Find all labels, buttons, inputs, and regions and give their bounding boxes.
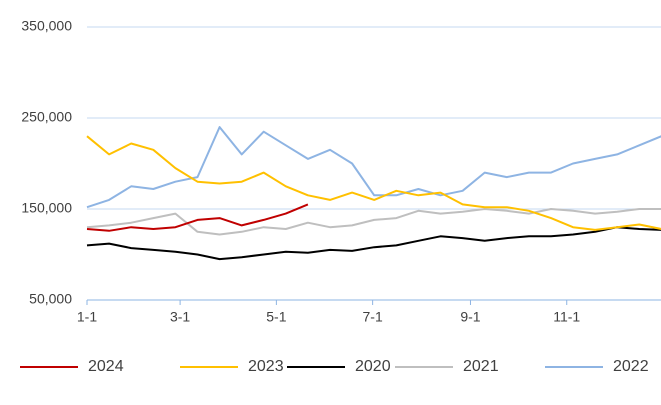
legend-label: 2024 <box>88 358 124 375</box>
series-line <box>86 203 309 232</box>
series-line <box>86 208 661 236</box>
x-tick-label: 1-1 <box>77 309 97 325</box>
y-tick-label: 350,000 <box>21 18 72 34</box>
legend-label: 2023 <box>248 358 284 375</box>
x-tick-label: 7-1 <box>363 309 383 325</box>
x-tick-label: 3-1 <box>170 309 190 325</box>
y-tick-label: 150,000 <box>21 200 72 216</box>
legend-label: 2020 <box>355 358 391 375</box>
x-tick-label: 5-1 <box>266 309 286 325</box>
series-line <box>86 226 661 261</box>
y-tick-label: 50,000 <box>29 291 72 307</box>
y-tick-label: 250,000 <box>21 109 72 125</box>
legend-label: 2021 <box>463 358 499 375</box>
x-tick-label: 11-1 <box>553 309 580 325</box>
series-line <box>86 135 661 231</box>
legend-label: 2022 <box>613 358 649 375</box>
x-tick-label: 9-1 <box>460 309 480 325</box>
series-line <box>86 126 661 209</box>
